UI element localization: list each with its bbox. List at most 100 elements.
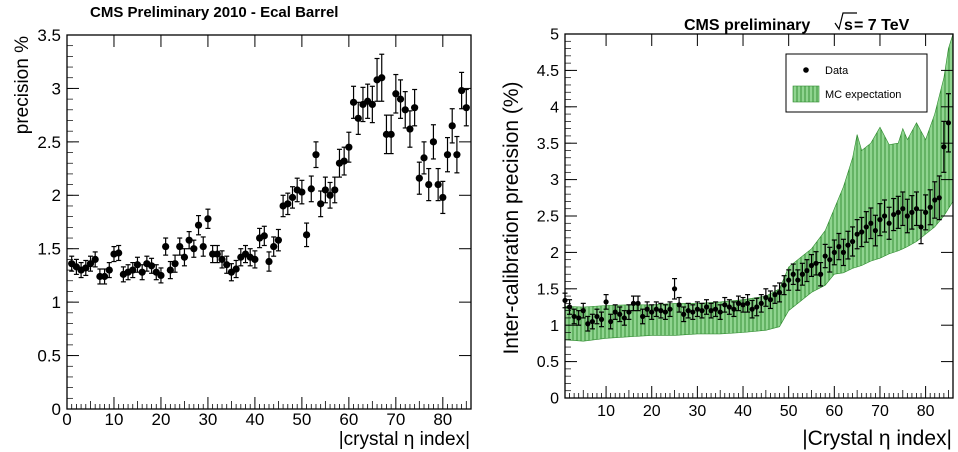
y-tick-label: 5	[550, 27, 559, 44]
data-point	[731, 306, 737, 312]
legend-mc-label: MC expectation	[825, 89, 901, 101]
data-point	[690, 309, 696, 315]
data-point	[676, 302, 682, 308]
data-point	[904, 213, 910, 219]
x-tick-label: 60	[339, 410, 358, 429]
data-point	[270, 242, 278, 251]
data-point	[443, 151, 452, 159]
data-point	[171, 260, 179, 268]
legend-box	[785, 53, 928, 113]
y-tick-label: 0.5	[37, 347, 61, 366]
data-point	[849, 238, 856, 245]
data-point	[763, 294, 769, 301]
data-point	[392, 90, 400, 98]
data-point	[900, 206, 906, 212]
y-tick-label: 3.5	[37, 26, 61, 45]
data-point	[603, 299, 609, 305]
data-point	[594, 313, 600, 320]
sqrt-symbol	[834, 12, 857, 31]
y-tick-label: 0.5	[537, 354, 559, 371]
left-chart-title: CMS Preliminary 2010 - Ecal Barrel	[90, 4, 338, 21]
data-point	[317, 200, 325, 208]
data-point	[644, 306, 650, 312]
x-tick-label: 10	[105, 410, 124, 429]
data-point	[368, 100, 376, 109]
data-point	[589, 318, 595, 325]
data-point	[863, 224, 869, 230]
data-point	[735, 300, 742, 306]
data-point	[877, 217, 883, 223]
y-tick-label: 2	[52, 186, 61, 205]
data-point	[190, 245, 198, 253]
y-tick-label: 2.5	[537, 209, 559, 226]
data-point	[927, 204, 933, 210]
y-tick-label: 2.5	[37, 133, 61, 152]
data-point	[580, 308, 586, 314]
data-point	[415, 174, 423, 182]
data-point	[630, 300, 637, 306]
x-tick-label: 40	[245, 410, 264, 429]
data-point	[909, 209, 915, 215]
data-point	[941, 144, 947, 150]
data-point	[176, 242, 184, 251]
data-point	[453, 151, 461, 159]
data-point	[434, 181, 442, 189]
data-point	[717, 309, 723, 315]
data-point	[708, 308, 714, 314]
data-point	[662, 309, 669, 315]
data-point	[157, 271, 165, 280]
data-point	[640, 313, 646, 320]
data-point	[204, 215, 212, 223]
data-point	[100, 272, 109, 281]
data-point	[312, 151, 320, 159]
x-tick-label: 60	[825, 403, 843, 420]
data-point	[448, 122, 456, 130]
data-point	[401, 106, 409, 114]
data-point	[349, 98, 358, 106]
data-point	[649, 309, 655, 315]
data-point	[274, 236, 282, 244]
right-data-points	[562, 93, 952, 332]
legend-data-label: Data	[825, 65, 849, 77]
left-x-axis-label: |crystal η index|	[339, 429, 470, 450]
data-point	[754, 304, 760, 310]
data-point	[185, 236, 193, 244]
data-point	[822, 253, 828, 259]
data-point	[945, 120, 952, 126]
data-point	[913, 206, 920, 212]
data-point	[307, 185, 315, 193]
data-point	[804, 268, 810, 274]
data-point	[713, 306, 719, 312]
data-point	[776, 289, 783, 296]
data-point	[265, 257, 273, 266]
data-point	[406, 125, 414, 133]
data-point	[425, 181, 433, 189]
data-point	[868, 220, 874, 226]
x-tick-label: 70	[386, 410, 405, 429]
data-point	[744, 300, 751, 306]
right-chart: CMS preliminary s = 7 TeV 10 20 30 40 50 60 70…	[500, 12, 954, 450]
data-point	[105, 266, 113, 274]
data-point	[129, 266, 137, 274]
data-point	[345, 143, 353, 151]
left-data-points	[68, 53, 470, 285]
left-y-axis-label: precision %	[12, 36, 33, 134]
data-point	[147, 262, 156, 270]
data-point	[585, 321, 591, 327]
data-point	[658, 308, 664, 314]
x-tick-label: 10	[597, 403, 615, 420]
legend-data-marker	[803, 67, 809, 73]
data-point	[872, 227, 879, 234]
data-point	[740, 302, 746, 308]
data-point	[571, 313, 577, 320]
x-tick-label: 30	[198, 410, 217, 429]
right-y-axis-label: Inter-calibration precision (%)	[500, 81, 523, 354]
data-point	[653, 306, 659, 312]
left-plot-frame	[66, 34, 472, 410]
data-point	[845, 242, 851, 248]
data-point	[772, 292, 778, 298]
data-point	[331, 186, 339, 194]
data-point	[813, 260, 819, 266]
data-point	[918, 224, 924, 230]
data-point	[133, 261, 142, 269]
